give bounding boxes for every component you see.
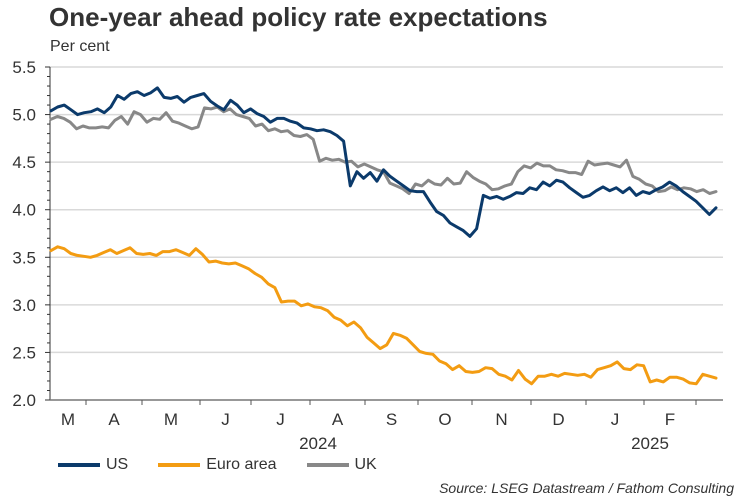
x-month-label: J	[611, 410, 620, 429]
legend-label-euro-area: Euro area	[206, 456, 277, 473]
legend-item-euro-area: Euro area	[158, 456, 277, 474]
x-year-label: 2024	[299, 434, 337, 453]
legend-swatch-us	[58, 463, 100, 467]
legend-label-us: US	[106, 456, 129, 473]
legend-swatch-uk	[306, 463, 349, 467]
y-axis: 5.5 5.0 4.5 4.0 3.5 3.0 2.5 2.0	[12, 58, 51, 410]
x-month-label: A	[108, 410, 120, 429]
source-note: Source: LSEG Datastream / Fathom Consult…	[439, 480, 734, 496]
x-month-label: M	[164, 410, 178, 429]
y-axis-unit-label: Per cent	[50, 38, 110, 55]
y-tick-label: 5.0	[12, 106, 36, 125]
series-line-euro-area	[49, 245, 718, 386]
series-line-us	[49, 86, 718, 238]
gridlines	[50, 66, 723, 354]
x-month-label: O	[438, 410, 451, 429]
series-lines	[49, 86, 718, 386]
x-month-label: J	[276, 410, 285, 429]
y-tick-label: 4.0	[12, 201, 36, 220]
legend-label-uk: UK	[354, 456, 377, 473]
x-year-label: 2025	[631, 434, 669, 453]
legend-item-uk: UK	[306, 456, 377, 474]
x-month-label: D	[552, 410, 564, 429]
x-month-label: N	[495, 410, 507, 429]
y-tick-label: 3.0	[12, 296, 36, 315]
x-month-label: M	[61, 410, 75, 429]
chart-title: One-year ahead policy rate expectations	[49, 2, 548, 32]
y-tick-label: 3.5	[12, 248, 36, 267]
x-month-label: S	[386, 410, 397, 429]
legend: US Euro area UK	[58, 456, 407, 474]
y-tick-label: 2.5	[12, 343, 36, 362]
x-month-label: A	[332, 410, 344, 429]
y-tick-label: 2.0	[12, 391, 36, 410]
y-tick-label: 5.5	[12, 58, 36, 77]
y-tick-label: 4.5	[12, 153, 36, 172]
x-month-label: F	[665, 410, 675, 429]
series-line-uk	[49, 105, 718, 195]
x-month-label: J	[221, 410, 230, 429]
legend-swatch-euro-area	[158, 463, 201, 467]
legend-item-us: US	[58, 456, 128, 474]
x-axis: M A M J J A S O N D J F 2024 2025	[50, 399, 723, 453]
